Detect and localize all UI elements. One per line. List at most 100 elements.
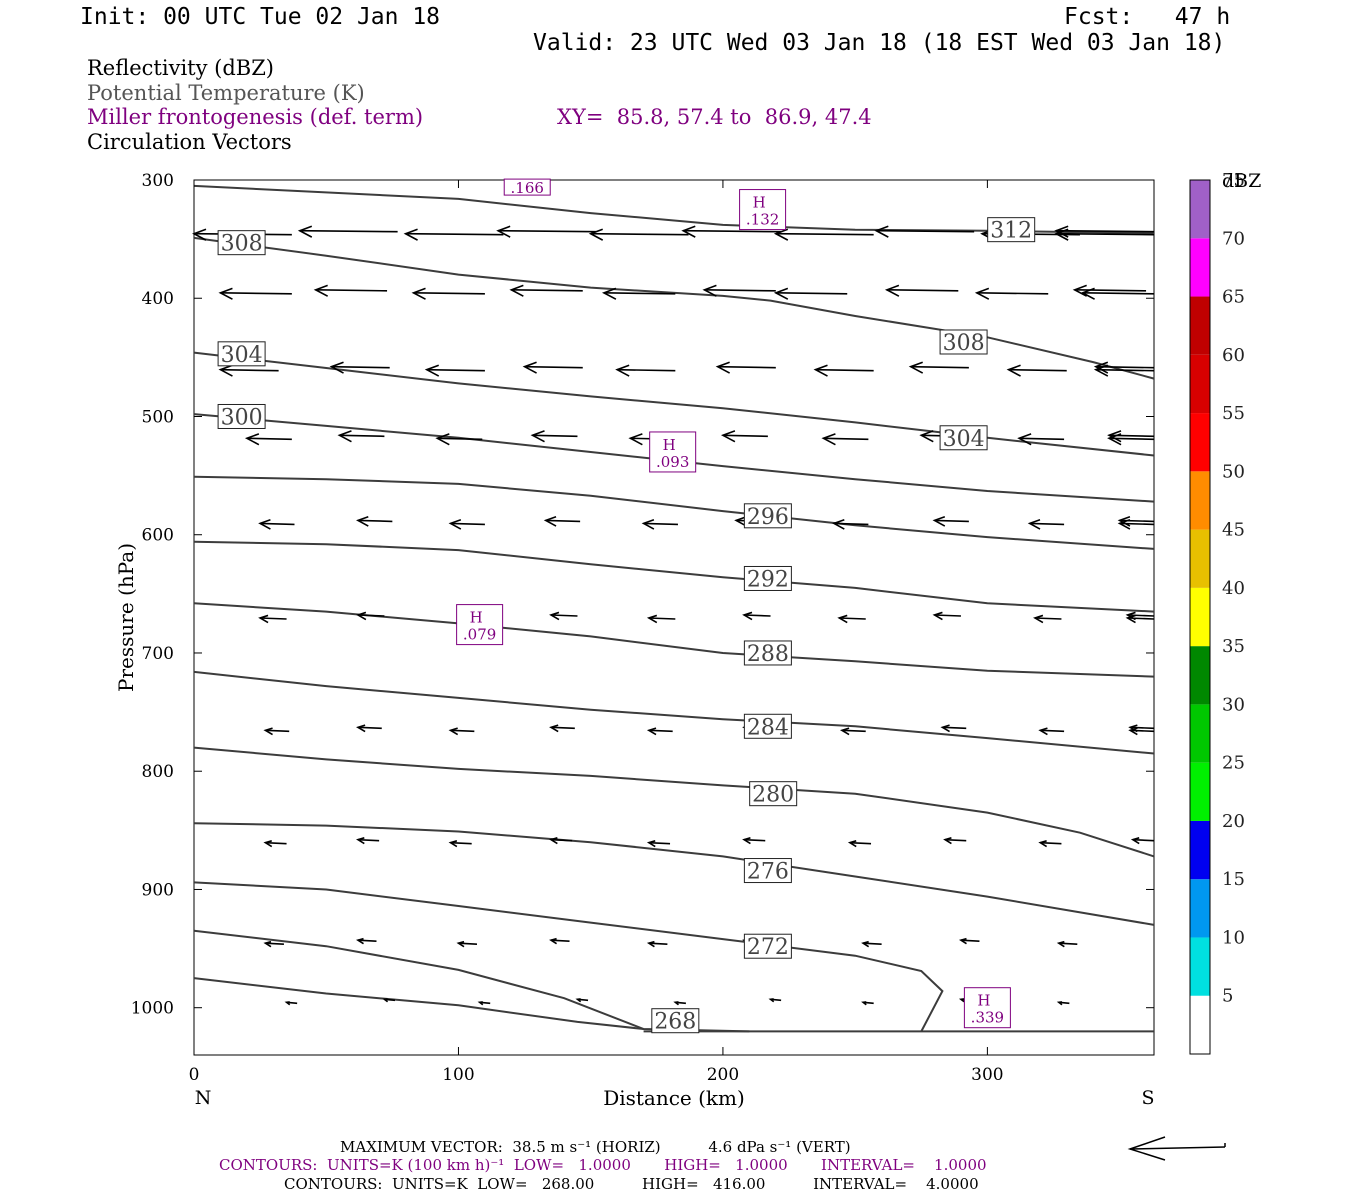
colorbar-bin-35 — [1190, 646, 1210, 705]
colorbar-label-60: 60 — [1222, 345, 1245, 366]
theta-label-304: 304 — [943, 427, 985, 452]
circulation-vector — [355, 937, 377, 945]
circulation-vector — [263, 727, 290, 736]
theta-label-304-left: 304 — [221, 343, 263, 368]
vector-shaft — [590, 232, 689, 236]
colorbar-label-25: 25 — [1222, 753, 1245, 774]
vector-shaft — [450, 729, 475, 733]
vector-shaft — [550, 939, 570, 942]
vector-shaft — [934, 519, 969, 523]
vector-shaft — [617, 368, 676, 372]
vector-shaft — [823, 437, 869, 441]
vector-head — [641, 519, 655, 530]
vector-shaft — [357, 726, 382, 730]
theta-contour-288 — [193, 602, 1155, 678]
vector-shaft — [265, 942, 284, 945]
theta-label-276: 276 — [747, 860, 789, 885]
vector-head — [403, 228, 418, 241]
theta-label-300: 300 — [221, 405, 263, 430]
circulation-vector — [940, 724, 967, 733]
colorbar-bin-20 — [1190, 820, 1210, 880]
circulation-vector — [1125, 614, 1155, 624]
circulation-vector — [1080, 287, 1155, 300]
colorbar-bin-70 — [1190, 238, 1210, 297]
vector-shaft — [1119, 522, 1155, 526]
vector-head — [742, 837, 751, 845]
theta-contour-284 — [193, 670, 1155, 755]
x-tick-label-200: 200 — [707, 1065, 739, 1085]
colorbar-bin-40 — [1190, 587, 1210, 647]
vector-head — [356, 611, 367, 621]
vector-head — [263, 727, 273, 736]
x-tick-label-0: 0 — [189, 1065, 200, 1085]
vector-head — [337, 430, 352, 443]
circulation-vector — [1033, 614, 1062, 624]
vector-head — [1072, 284, 1088, 297]
y-tick-label-800: 800 — [142, 762, 174, 782]
circulation-vector — [646, 940, 668, 948]
circulation-vector — [773, 287, 848, 300]
vector-shaft — [315, 289, 388, 292]
frontogenesis-max-079-value: .079 — [463, 626, 496, 644]
vector-head — [1017, 433, 1032, 446]
circulation-vector — [218, 287, 292, 300]
vector-shaft — [545, 519, 581, 523]
vector-head — [908, 361, 924, 374]
circulation-vector — [263, 940, 284, 948]
colorbar-label-5: 5 — [1222, 986, 1233, 1007]
colorbar-label-45: 45 — [1222, 520, 1245, 541]
vector-head — [1006, 364, 1021, 377]
circulation-vector — [313, 284, 388, 297]
vector-head — [1093, 361, 1109, 374]
init-time: Init: 00 UTC Tue 02 Jan 18 — [80, 4, 441, 30]
theta-label-308-left-box — [217, 230, 266, 256]
vector-head — [615, 364, 630, 377]
vector-head — [244, 433, 260, 446]
vector-head — [356, 724, 366, 733]
north-endpoint-label: N — [195, 1087, 212, 1109]
vector-head — [530, 430, 545, 443]
vector-head — [646, 727, 657, 736]
colorbar-label-75: 75 — [1222, 170, 1245, 191]
vector-head — [715, 361, 731, 374]
vector-head — [356, 516, 369, 527]
vector-shaft — [717, 365, 776, 369]
vector-head — [839, 727, 850, 736]
vector-head — [932, 516, 946, 527]
vector-shaft — [722, 434, 768, 438]
circulation-vector — [356, 611, 385, 621]
vector-head — [720, 430, 736, 443]
frontogenesis-max-093-value: .093 — [656, 453, 689, 471]
y-tick-label-300: 300 — [142, 171, 174, 191]
reference-vector-head — [1127, 1136, 1166, 1161]
circulation-vector — [742, 837, 766, 845]
vector-shaft — [299, 229, 398, 233]
theta-contour-292 — [193, 540, 1155, 613]
circulation-vector — [681, 225, 782, 238]
circulation-vector — [702, 284, 776, 297]
vector-shaft — [648, 617, 676, 620]
circulation-vector — [908, 361, 969, 374]
vector-head — [837, 614, 848, 624]
theta-label-272: 272 — [747, 935, 789, 960]
vector-shaft — [246, 437, 292, 441]
circulation-vector — [742, 611, 771, 621]
theta-label-288: 288 — [747, 642, 789, 667]
vector-head — [1107, 430, 1122, 443]
circulation-vector — [837, 614, 866, 624]
vector-shaft — [648, 729, 673, 733]
theta-label-312: 312 — [990, 219, 1032, 244]
vector-head — [284, 1001, 291, 1006]
vector-head — [646, 940, 655, 948]
vector-head — [821, 433, 836, 446]
circulation-vector — [646, 614, 676, 624]
theta-label-280: 280 — [752, 783, 794, 808]
circulation-vector — [1054, 225, 1155, 238]
circulation-vector — [1128, 727, 1155, 736]
circulation-vector — [1006, 364, 1067, 377]
vector-head — [628, 433, 643, 446]
circulation-vector — [1107, 433, 1155, 446]
circulation-vector — [435, 433, 483, 446]
circulation-vector — [1056, 1001, 1070, 1006]
vector-head — [773, 287, 789, 300]
